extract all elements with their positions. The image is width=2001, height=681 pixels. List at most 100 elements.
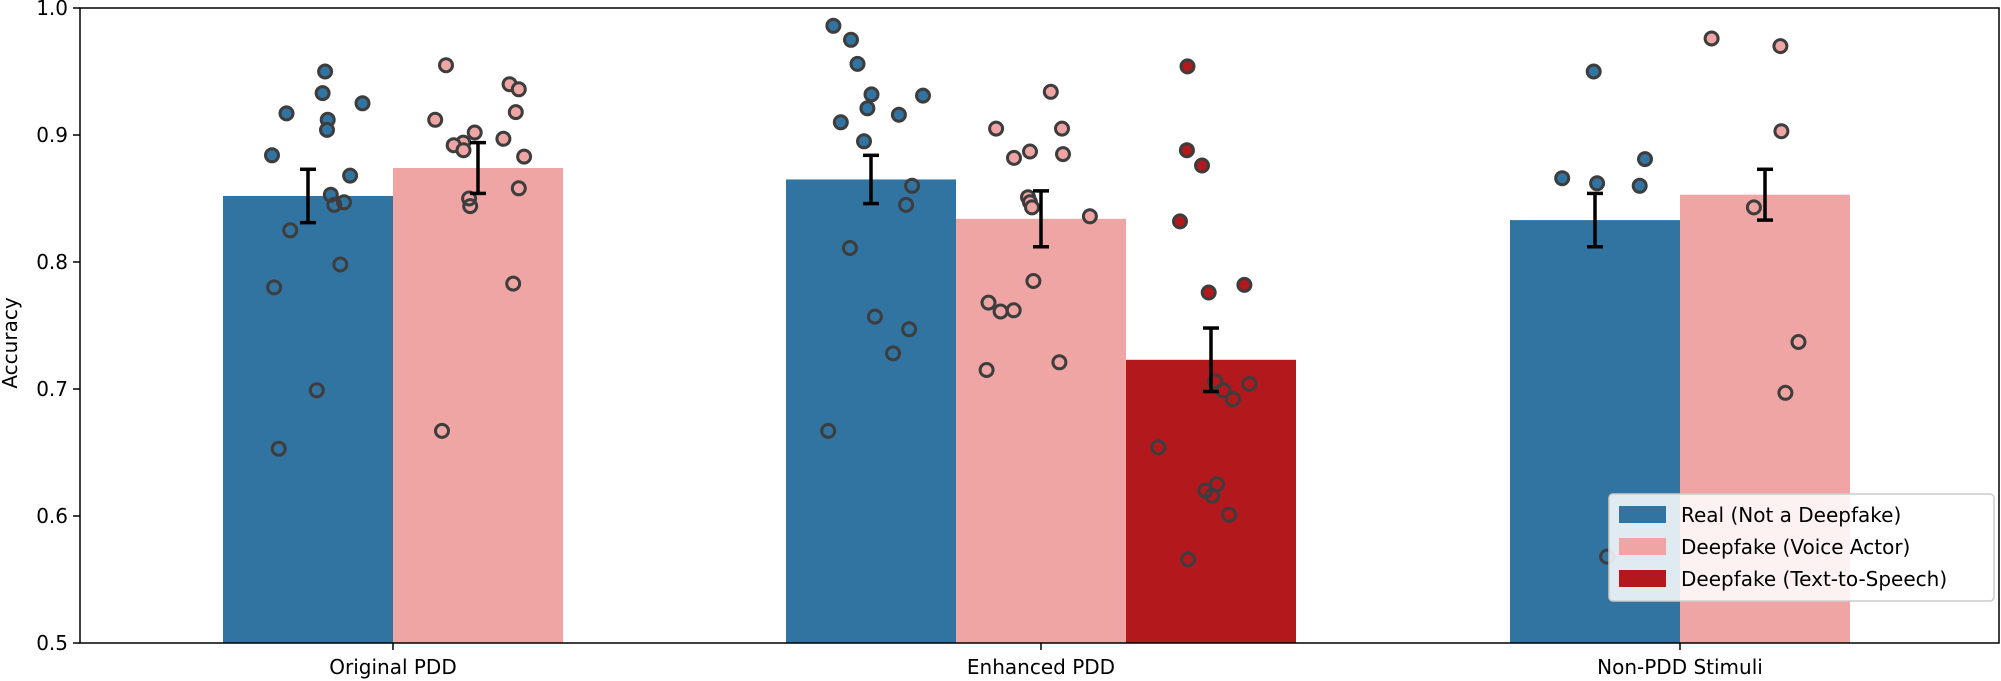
data-point	[1204, 487, 1221, 504]
data-point	[1025, 273, 1042, 289]
data-point	[336, 194, 352, 211]
data-point	[820, 422, 837, 439]
data-point	[1772, 38, 1789, 55]
data-point	[516, 148, 533, 165]
data-point	[266, 279, 283, 296]
y-tick-label: 0.7	[36, 377, 68, 401]
data-point	[1042, 83, 1059, 100]
data-point	[1631, 177, 1648, 194]
bars-layer	[223, 168, 1850, 643]
legend-box	[1608, 493, 1995, 602]
plot-frame	[79, 7, 2000, 644]
data-point	[1179, 58, 1196, 75]
data-point	[495, 130, 512, 147]
data-point	[890, 106, 907, 123]
data-point	[1585, 63, 1602, 80]
data-point	[904, 177, 921, 194]
data-point	[1178, 142, 1195, 159]
data-point	[1172, 213, 1188, 230]
data-point	[1745, 199, 1762, 216]
data-point	[988, 120, 1005, 137]
data-point	[866, 308, 883, 325]
data-point	[980, 294, 997, 311]
error-bars-layer	[300, 140, 1773, 394]
data-point	[992, 303, 1009, 320]
data-point	[1051, 354, 1068, 371]
y-tick-label: 1.0	[36, 0, 68, 20]
data-point	[825, 17, 842, 34]
legend-label: Deepfake (Text-to-Speech)	[1681, 567, 1947, 591]
data-point	[319, 121, 335, 138]
data-point	[859, 100, 876, 117]
legend-label: Real (Not a Deepfake)	[1681, 503, 1901, 527]
legend: Real (Not a Deepfake) Deepfake (Voice Act…	[1608, 493, 1995, 602]
data-point	[841, 240, 858, 256]
data-point	[434, 422, 450, 439]
data-point	[1054, 120, 1070, 137]
data-point	[264, 147, 280, 164]
data-point	[885, 345, 901, 362]
data-point	[1703, 30, 1720, 47]
x-tick-label: Non-PDD Stimuli	[1597, 655, 1763, 679]
data-point	[317, 63, 334, 80]
data-point	[1790, 334, 1807, 350]
data-point	[461, 190, 478, 207]
x-tick-label: Enhanced PDD	[967, 655, 1115, 679]
bar	[393, 168, 563, 643]
data-point	[332, 256, 349, 273]
data-point	[1224, 391, 1241, 408]
data-point	[915, 87, 931, 104]
data-point	[843, 31, 859, 48]
data-point	[342, 167, 359, 184]
data-point	[1221, 506, 1237, 523]
data-point	[832, 114, 849, 131]
data-point	[1081, 208, 1098, 225]
data-point	[1554, 170, 1571, 187]
data-point	[505, 275, 522, 292]
data-point	[438, 57, 454, 74]
bar	[786, 179, 956, 643]
data-point	[978, 362, 995, 378]
data-point	[901, 321, 918, 338]
data-point	[1637, 151, 1653, 168]
data-point	[455, 142, 472, 159]
data-point	[1024, 199, 1040, 216]
y-tick-label: 0.6	[36, 504, 68, 528]
data-point	[282, 222, 299, 239]
data-point	[1022, 143, 1038, 160]
bar	[956, 218, 1126, 643]
legend-swatch	[1619, 538, 1666, 555]
data-point	[510, 81, 527, 98]
data-point	[1777, 384, 1794, 401]
data-point	[507, 104, 524, 121]
x-tick-label: Original PDD	[329, 655, 456, 679]
data-point	[1180, 551, 1197, 568]
data-point	[308, 382, 325, 399]
data-point	[278, 105, 295, 122]
data-point	[1150, 439, 1167, 456]
data-point	[1006, 149, 1022, 166]
data-point	[1589, 175, 1606, 192]
data-point	[1236, 276, 1253, 293]
data-point	[510, 180, 527, 197]
bar	[223, 195, 393, 643]
data-point	[354, 95, 371, 112]
data-point	[326, 196, 343, 213]
data-point	[1241, 375, 1258, 392]
y-tick-label: 0.9	[36, 123, 68, 147]
points-layer	[264, 17, 1807, 568]
data-point	[1207, 373, 1224, 390]
data-point	[462, 198, 479, 215]
legend-label: Deepfake (Voice Actor)	[1681, 535, 1910, 559]
data-point	[270, 440, 287, 457]
data-point	[863, 86, 880, 103]
data-point	[427, 111, 444, 128]
data-point	[849, 55, 866, 72]
y-axis-label: Accuracy	[0, 297, 22, 388]
data-point	[1200, 284, 1217, 301]
data-point	[898, 196, 915, 213]
legend-swatch	[1619, 570, 1666, 587]
axes-layer: Original PDD Enhanced PDD Non-PDD Stimuli 0…	[36, 0, 2000, 679]
data-point	[1194, 157, 1210, 174]
